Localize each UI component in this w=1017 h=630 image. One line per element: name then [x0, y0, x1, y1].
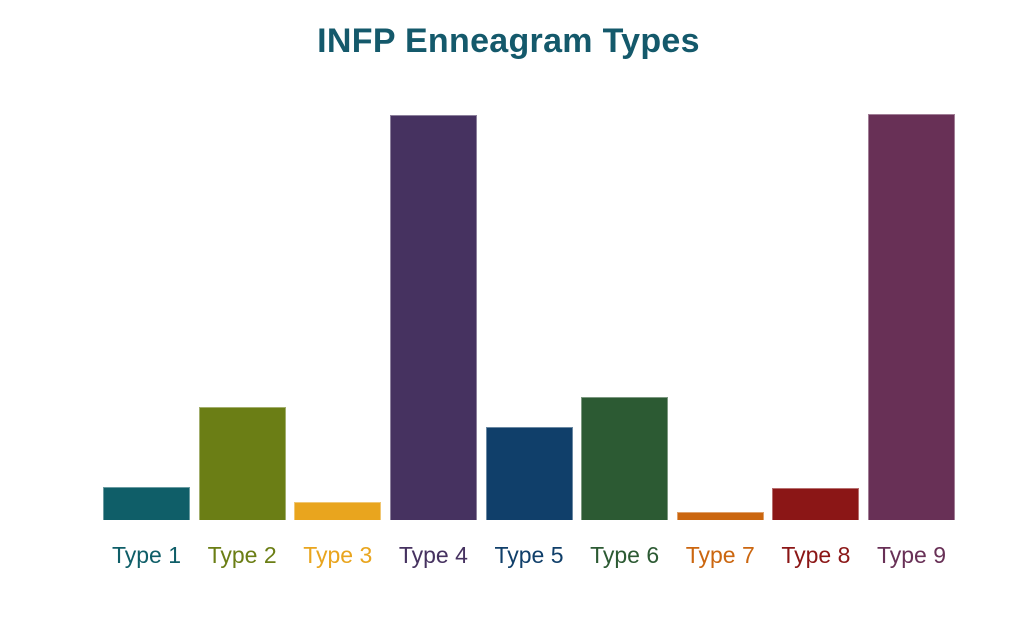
category-label-type-7: Type 7	[685, 542, 755, 568]
category-label-type-1: Type 1	[111, 542, 182, 568]
bar-type-1	[103, 487, 190, 520]
bar-type-9	[868, 114, 955, 520]
category-label-type-6: Type 6	[590, 542, 660, 568]
bar-type-3	[294, 502, 382, 520]
category-label-type-9: Type 9	[876, 542, 947, 568]
category-label-type-8: Type 8	[781, 542, 851, 568]
bar-type-7	[676, 511, 764, 520]
bar-type-6	[581, 397, 669, 520]
bar-chart: Type 1 Type 2 Type 3 Type 4 Type 5 Type 6 Type…	[103, 114, 955, 569]
category-label-type-5: Type 5	[494, 542, 564, 568]
category-labels-row: Type 1 Type 2 Type 3 Type 4 Type 5 Type 6 Type…	[103, 542, 955, 569]
category-label-type-4: Type 4	[398, 542, 468, 568]
category-label-type-2: Type 2	[207, 542, 277, 568]
bar-type-2	[198, 407, 286, 520]
bar-type-4	[389, 114, 477, 520]
chart-title: INFP Enneagram Types	[317, 22, 700, 60]
bar-type-8	[772, 487, 860, 520]
bar-type-5	[485, 427, 573, 520]
bars-row	[103, 114, 955, 520]
category-label-type-3: Type 3	[303, 542, 373, 568]
